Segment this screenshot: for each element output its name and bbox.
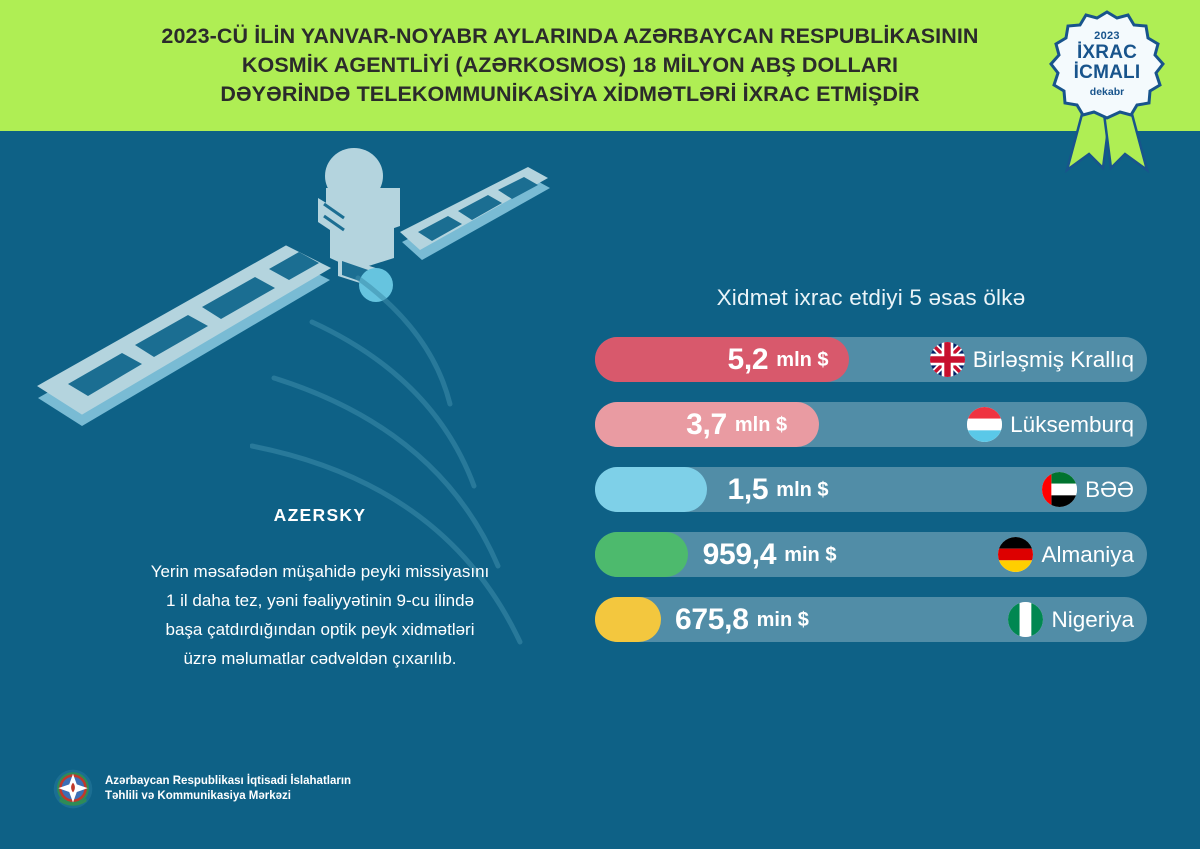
bar-fill: [595, 337, 849, 382]
badge-line-1: İXRAC: [1076, 42, 1138, 63]
bar-country-label: Nigeriya: [1051, 606, 1134, 632]
bar-row: 675,8 min $ Nigeriya: [595, 597, 1147, 642]
azersky-panel: AZERSKY Yerin məsafədən müşahidə peyki m…: [60, 505, 580, 673]
bar-value-number: 959,4: [702, 537, 777, 571]
bar-value-number: 1,5: [727, 472, 769, 506]
bar-value-unit: mln $: [776, 348, 829, 371]
bar-fill: [595, 597, 662, 642]
bar-value-label: 959,4 min $: [703, 532, 837, 577]
footer: Azərbaycan Respublikası İqtisadi İslahat…: [52, 768, 351, 810]
export-countries-chart: Xidmət ixrac etdiyi 5 əsas ölkə 5,2 mln …: [595, 285, 1147, 662]
ixrac-icmali-badge: 2023 İXRAC İCMALI dekabr: [1037, 8, 1177, 173]
bar-fill: [595, 402, 819, 447]
bar-value-label: 5,2 mln $: [727, 337, 828, 382]
flag-luxembourg-icon: [967, 407, 1003, 442]
bar-country-group: BƏƏ: [1042, 467, 1134, 512]
page-title: 2023-CÜ İLİN YANVAR-NOYABR AYLARINDA AZƏ…: [161, 24, 979, 106]
bar-value-number: 3,7: [686, 407, 727, 441]
bar-country-group: Lüksemburq: [967, 402, 1134, 447]
bar-value-label: 1,5 mln $: [727, 467, 828, 512]
bar-value-label: 3,7 mln $: [686, 402, 787, 447]
footer-organization-name: Azərbaycan Respublikası İqtisadi İslahat…: [105, 775, 352, 802]
bar-value-number: 675,8: [675, 602, 749, 636]
chart-title: Xidmət ixrac etdiyi 5 əsas ölkə: [716, 285, 1026, 310]
azersky-description: Yerin məsafədən müşahidə peyki missiyası…: [150, 562, 490, 668]
bar-list: 5,2 mln $ Birləşmiş Krallıq 3,7 mln $: [595, 337, 1147, 642]
bar-country-group: Nigeriya: [1008, 597, 1134, 642]
badge-seal-text: 2023 İXRAC İCMALI dekabr: [1055, 12, 1159, 116]
bar-row: 3,7 mln $ Lüksemburq: [595, 402, 1147, 447]
bar-country-label: BƏƏ: [1085, 476, 1134, 502]
bar-value-unit: mln $: [776, 478, 829, 501]
bar-country-label: Lüksemburq: [1010, 411, 1134, 437]
bar-fill: [595, 467, 708, 512]
bar-value-number: 5,2: [727, 342, 769, 376]
bar-country-group: Birləşmiş Krallıq: [929, 337, 1134, 382]
azersky-title: AZERSKY: [273, 505, 367, 525]
badge-month: dekabr: [1089, 86, 1125, 98]
bar-row: 959,4 min $ Almaniya: [595, 532, 1147, 577]
badge-line-2: İCMALI: [1073, 62, 1141, 83]
bar-track: [595, 597, 1147, 642]
bar-fill: [595, 532, 688, 577]
bar-country-group: Almaniya: [998, 532, 1134, 577]
bar-value-unit: mln $: [734, 413, 788, 436]
bar-country-label: Birləşmiş Krallıq: [972, 346, 1134, 372]
bar-row: 1,5 mln $ BƏƏ: [595, 467, 1147, 512]
flag-nigeria-icon: [1008, 602, 1044, 637]
bar-country-label: Almaniya: [1041, 541, 1134, 567]
radio-waves-icon: [250, 275, 523, 645]
header-banner: 2023-CÜ İLİN YANVAR-NOYABR AYLARINDA AZƏ…: [0, 0, 1200, 131]
bar-value-unit: min $: [784, 543, 837, 566]
azerbaijan-state-emblem-icon: [53, 769, 93, 809]
flag-germany-icon: [998, 537, 1034, 572]
bar-value-label: 675,8 min $: [675, 597, 809, 642]
satellite-icon: [37, 148, 550, 426]
badge-year: 2023: [1094, 30, 1120, 42]
badge-ribbon-icon: [1049, 10, 1165, 173]
flag-united-arab-emirates-icon: [1042, 472, 1078, 507]
bar-value-unit: min $: [756, 608, 809, 631]
flag-united-kingdom-icon: [929, 342, 965, 377]
bar-row: 5,2 mln $ Birləşmiş Krallıq: [595, 337, 1147, 382]
